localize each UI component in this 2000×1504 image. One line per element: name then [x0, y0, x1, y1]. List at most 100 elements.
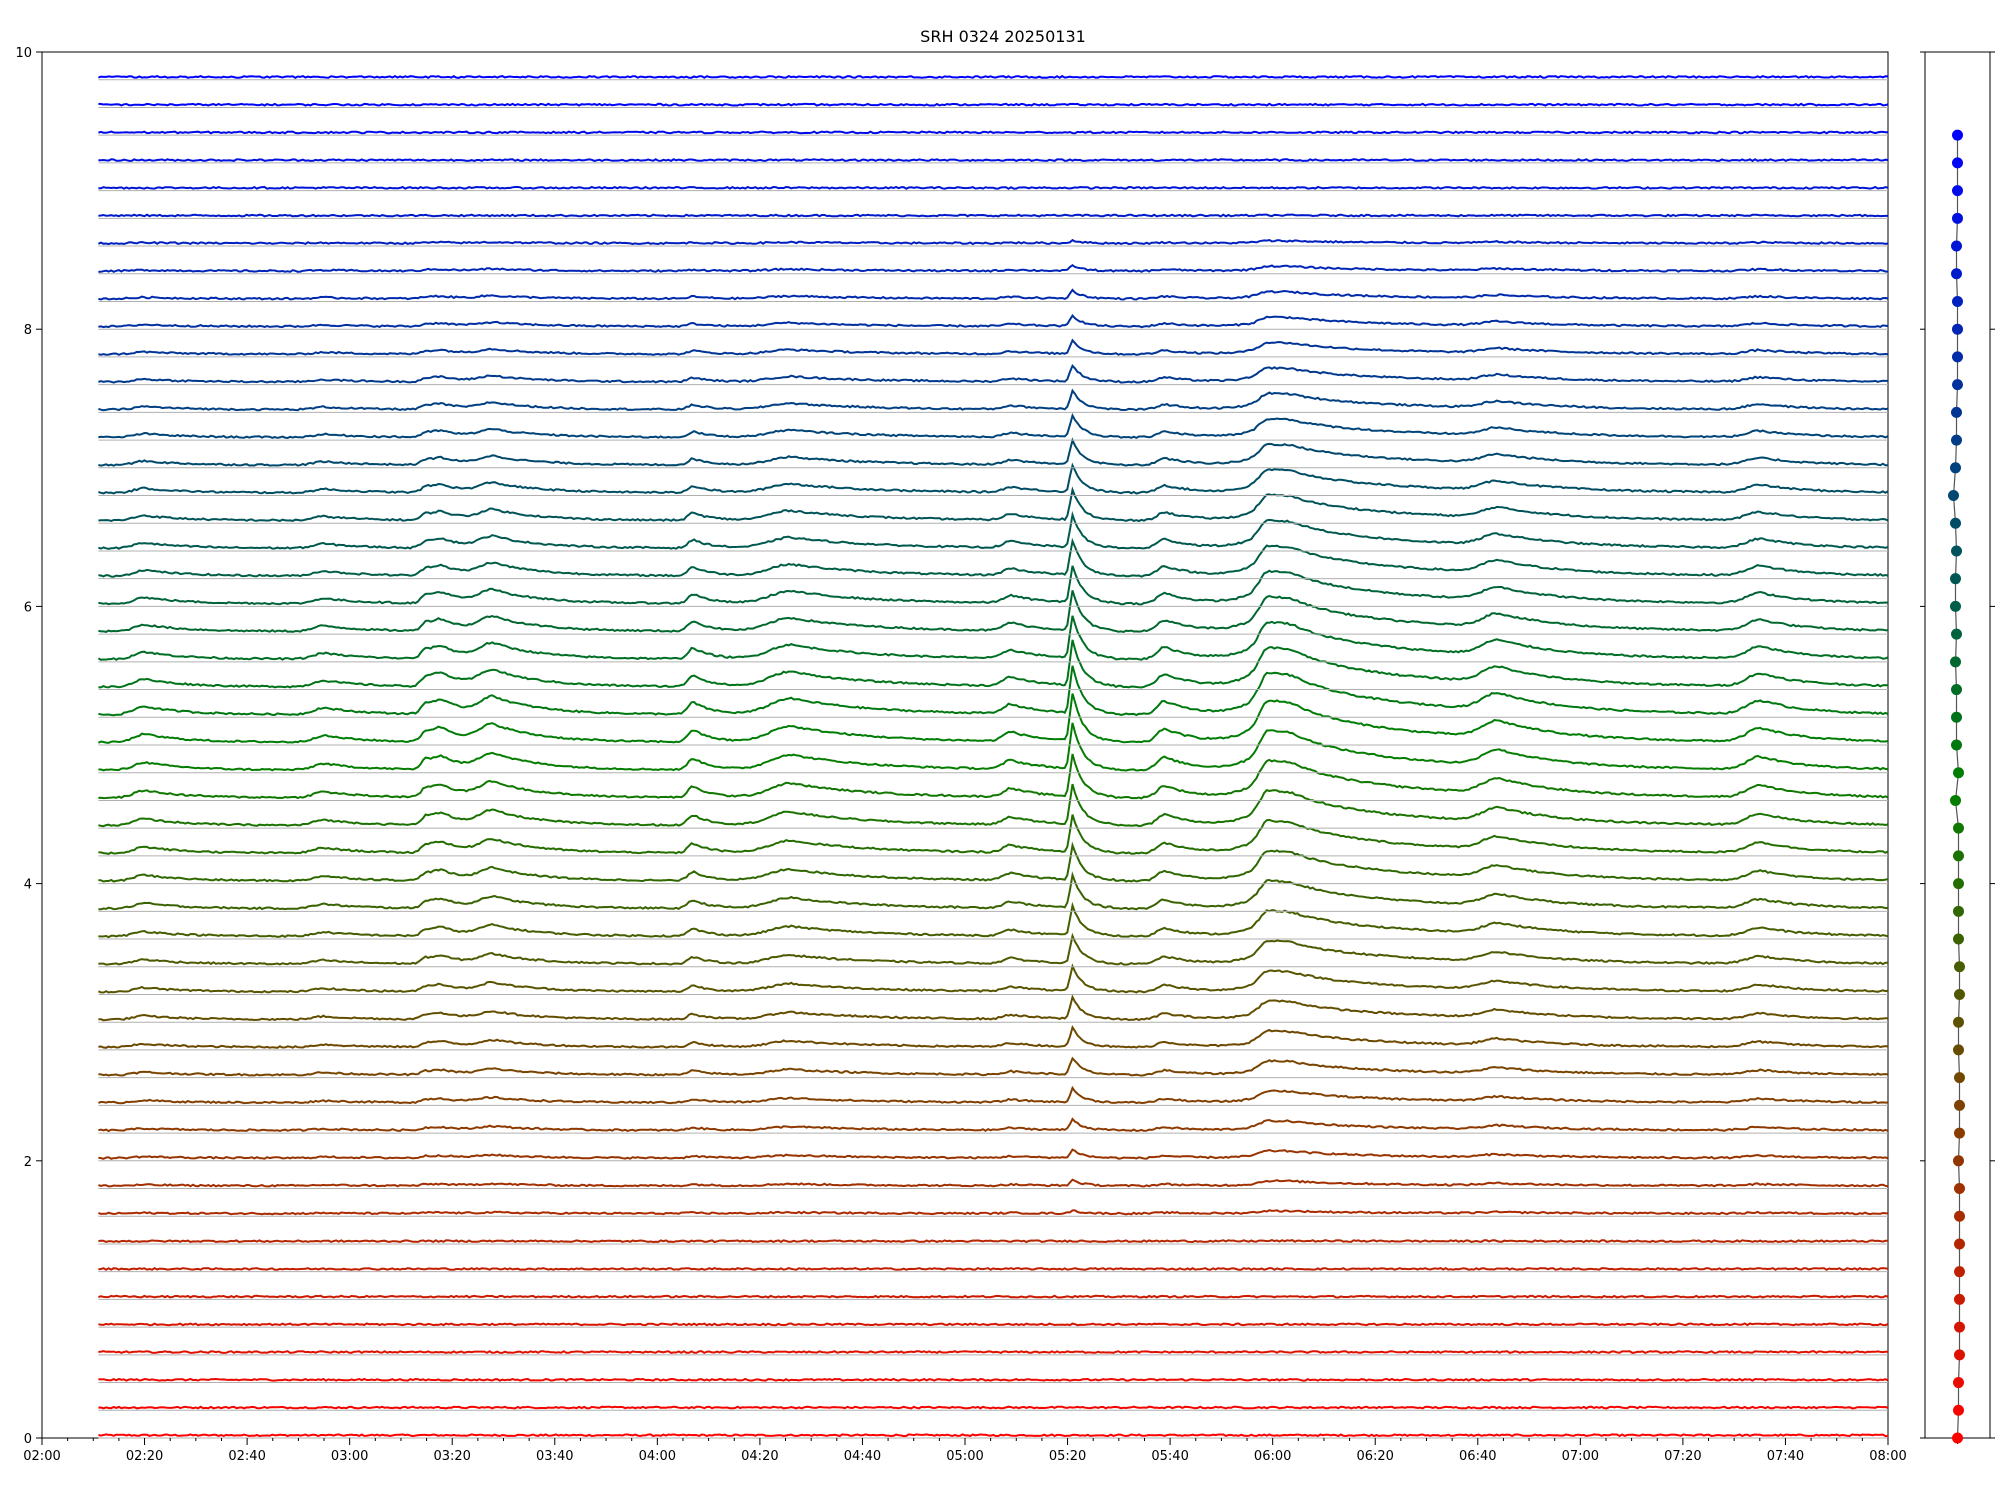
side-panel-point-45: [1952, 185, 1963, 197]
side-panel-point-18: [1953, 933, 1964, 945]
trace-8: [98, 1209, 1889, 1216]
side-panel-point-40: [1952, 323, 1963, 335]
side-panel-point-31: [1950, 573, 1961, 585]
x-tick-label: 05:40: [1151, 1449, 1188, 1464]
trace-34: [98, 462, 1889, 495]
side-panel-point-30: [1950, 600, 1961, 612]
side-panel-point-26: [1951, 711, 1962, 723]
side-panel-point-23: [1950, 794, 1961, 806]
side-panel-point-22: [1953, 822, 1964, 834]
x-tick-label: 08:00: [1869, 1449, 1906, 1464]
trace-15: [98, 994, 1888, 1022]
trace-33: [98, 486, 1889, 523]
trace-41: [98, 288, 1889, 301]
side-panel-point-47: [1952, 129, 1963, 141]
trace-25: [97, 693, 1889, 744]
trace-35: [98, 437, 1888, 467]
main-plot-area: 0 2 4 6 8 10 02:00 02:20 02:40 03:00 03:20 03:40 04:…: [15, 46, 1906, 1464]
trace-21: [98, 814, 1889, 855]
side-panel-point-10: [1953, 1155, 1964, 1167]
side-panel-point-35: [1950, 462, 1961, 474]
side-panel-point-8: [1954, 1210, 1965, 1222]
x-tick-label: 06:00: [1254, 1449, 1291, 1464]
side-panel-point-15: [1953, 1016, 1964, 1028]
side-panel-point-39: [1952, 351, 1963, 363]
x-tick-label: 04:40: [844, 1449, 881, 1464]
side-panel-point-28: [1950, 656, 1961, 668]
side-panel-point-21: [1953, 850, 1964, 862]
side-panel-point-37: [1951, 406, 1962, 418]
side-panel-point-14: [1953, 1044, 1964, 1056]
y-tick-label: 0: [24, 1432, 32, 1447]
trace-3: [98, 1350, 1888, 1355]
y-tick-label: 6: [24, 600, 32, 615]
side-panel-point-20: [1953, 878, 1964, 890]
trace-46: [98, 158, 1889, 163]
side-panel-point-34: [1948, 490, 1959, 502]
x-tick-label: 03:40: [536, 1449, 573, 1464]
side-panel-point-32: [1951, 545, 1962, 557]
trace-12: [98, 1085, 1889, 1105]
side-panel-point-17: [1954, 961, 1965, 973]
side-panel-point-42: [1951, 268, 1962, 280]
side-panel-point-0: [1952, 1432, 1963, 1444]
y-tick-label: 2: [24, 1155, 32, 1170]
x-tick-label: 05:20: [1049, 1449, 1086, 1464]
side-panel-point-25: [1951, 739, 1962, 751]
trace-48: [98, 102, 1889, 107]
side-panel-point-4: [1954, 1321, 1965, 1333]
trace-13: [98, 1056, 1889, 1077]
trace-29: [98, 590, 1889, 634]
x-tick-label: 06:20: [1356, 1449, 1393, 1464]
trace-42: [98, 263, 1889, 273]
chart-title: SRH 0324 20250131: [920, 27, 1086, 46]
x-tick-label: 03:20: [433, 1449, 470, 1464]
trace-5: [98, 1294, 1889, 1299]
side-panel-point-24: [1953, 767, 1964, 779]
trace-4: [98, 1322, 1889, 1327]
trace-27: [98, 639, 1889, 689]
side-panel-point-46: [1952, 157, 1963, 169]
side-panel-point-27: [1951, 684, 1962, 696]
side-panel-point-33: [1950, 517, 1961, 529]
side-panel-point-44: [1952, 212, 1963, 224]
side-panel-point-5: [1954, 1293, 1965, 1305]
x-tick-label: 04:00: [639, 1449, 676, 1464]
x-tick-label: 07:00: [1562, 1449, 1599, 1464]
side-panel-point-41: [1952, 295, 1963, 307]
trace-39: [98, 338, 1889, 356]
trace-45: [98, 185, 1889, 190]
side-panel-point-19: [1953, 905, 1964, 917]
side-panel-point-16: [1954, 988, 1965, 1000]
trace-26: [98, 665, 1889, 717]
x-tick-label: 07:20: [1664, 1449, 1701, 1464]
trace-7: [98, 1239, 1889, 1244]
y-tick-label: 8: [24, 323, 32, 338]
trace-10: [98, 1148, 1889, 1160]
trace-20: [98, 841, 1889, 883]
side-panel-point-38: [1952, 379, 1963, 391]
trace-28: [97, 615, 1889, 661]
side-panel-plot: [1920, 51, 1995, 1444]
trace-44: [98, 213, 1888, 218]
x-tick-label: 07:40: [1767, 1449, 1804, 1464]
x-tick-label: 06:40: [1459, 1449, 1496, 1464]
side-panel-point-43: [1951, 240, 1962, 252]
trace-0: [98, 1433, 1889, 1438]
side-panel-point-29: [1951, 628, 1962, 640]
side-panel-point-3: [1954, 1349, 1965, 1361]
trace-40: [98, 313, 1889, 329]
trace-24: [98, 722, 1889, 772]
x-tick-label: 04:20: [741, 1449, 778, 1464]
x-tick-label: 02:00: [23, 1449, 60, 1464]
trace-16: [98, 963, 1889, 994]
trace-47: [98, 130, 1889, 135]
y-tick-label: 10: [15, 46, 32, 61]
trace-31: [98, 537, 1889, 578]
trace-43: [97, 238, 1889, 246]
side-panel-point-2: [1953, 1377, 1964, 1389]
side-panel-point-9: [1954, 1183, 1965, 1195]
trace-11: [98, 1117, 1889, 1133]
